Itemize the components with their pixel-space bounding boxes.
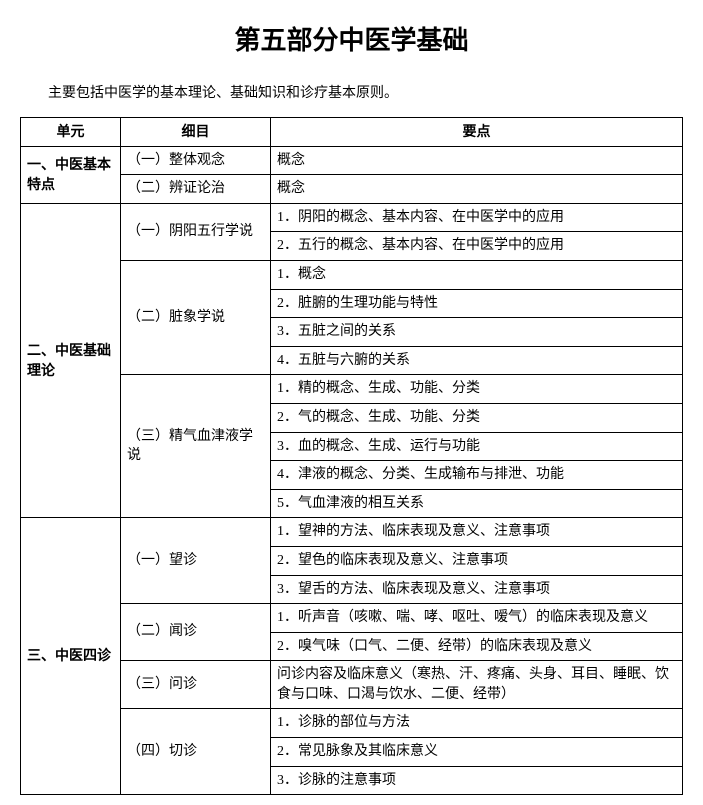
detail-cell: （二）脏象学说 xyxy=(121,260,271,374)
table-row: 二、中医基础理论 （一）阴阳五行学说 1．阴阳的概念、基本内容、在中医学中的应用 xyxy=(21,203,683,232)
intro-text: 主要包括中医学的基本理论、基础知识和诊疗基本原则。 xyxy=(20,82,683,102)
point-cell: 2．望色的临床表现及意义、注意事项 xyxy=(271,546,683,575)
point-cell: 1．听声音（咳嗽、喘、哮、呕吐、嗳气）的临床表现及意义 xyxy=(271,604,683,633)
unit-cell: 一、中医基本特点 xyxy=(21,146,121,203)
point-cell: 3．血的概念、生成、运行与功能 xyxy=(271,432,683,461)
point-cell: 1．精的概念、生成、功能、分类 xyxy=(271,375,683,404)
header-point: 要点 xyxy=(271,118,683,147)
header-unit: 单元 xyxy=(21,118,121,147)
point-cell: 3．望舌的方法、临床表现及意义、注意事项 xyxy=(271,575,683,604)
detail-cell: （一）望诊 xyxy=(121,518,271,604)
page-title: 第五部分中医学基础 xyxy=(20,20,683,57)
detail-cell: （一）整体观念 xyxy=(121,146,271,175)
point-cell: 1．望神的方法、临床表现及意义、注意事项 xyxy=(271,518,683,547)
point-cell: 3．诊脉的注意事项 xyxy=(271,766,683,795)
table-row: 三、中医四诊 （一）望诊 1．望神的方法、临床表现及意义、注意事项 xyxy=(21,518,683,547)
point-cell: 问诊内容及临床意义（寒热、汗、疼痛、头身、耳目、睡眠、饮食与口味、口渴与饮水、二… xyxy=(271,661,683,709)
point-cell: 2．脏腑的生理功能与特性 xyxy=(271,289,683,318)
detail-cell: （三）问诊 xyxy=(121,661,271,709)
point-cell: 2．常见脉象及其临床意义 xyxy=(271,738,683,767)
point-cell: 2．嗅气味（口气、二便、经带）的临床表现及意义 xyxy=(271,632,683,661)
unit-cell: 三、中医四诊 xyxy=(21,518,121,795)
table-row: （二）辨证论治 概念 xyxy=(21,175,683,204)
point-cell: 2．五行的概念、基本内容、在中医学中的应用 xyxy=(271,232,683,261)
table-row: （三）精气血津液学说 1．精的概念、生成、功能、分类 xyxy=(21,375,683,404)
detail-cell: （一）阴阳五行学说 xyxy=(121,203,271,260)
detail-cell: （二）辨证论治 xyxy=(121,175,271,204)
header-detail: 细目 xyxy=(121,118,271,147)
table-header-row: 单元 细目 要点 xyxy=(21,118,683,147)
syllabus-table: 单元 细目 要点 一、中医基本特点 （一）整体观念 概念 （二）辨证论治 概念 … xyxy=(20,117,683,795)
unit-cell: 二、中医基础理论 xyxy=(21,203,121,518)
point-cell: 5．气血津液的相互关系 xyxy=(271,489,683,518)
point-cell: 2．气的概念、生成、功能、分类 xyxy=(271,403,683,432)
point-cell: 概念 xyxy=(271,146,683,175)
table-row: 一、中医基本特点 （一）整体观念 概念 xyxy=(21,146,683,175)
point-cell: 3．五脏之间的关系 xyxy=(271,318,683,347)
point-cell: 1．概念 xyxy=(271,260,683,289)
detail-cell: （四）切诊 xyxy=(121,709,271,795)
table-row: （二）脏象学说 1．概念 xyxy=(21,260,683,289)
detail-cell: （二）闻诊 xyxy=(121,604,271,661)
point-cell: 概念 xyxy=(271,175,683,204)
detail-cell: （三）精气血津液学说 xyxy=(121,375,271,518)
point-cell: 4．津液的概念、分类、生成输布与排泄、功能 xyxy=(271,461,683,490)
point-cell: 1．诊脉的部位与方法 xyxy=(271,709,683,738)
table-row: （四）切诊 1．诊脉的部位与方法 xyxy=(21,709,683,738)
table-row: （三）问诊 问诊内容及临床意义（寒热、汗、疼痛、头身、耳目、睡眠、饮食与口味、口… xyxy=(21,661,683,709)
point-cell: 4．五脏与六腑的关系 xyxy=(271,346,683,375)
point-cell: 1．阴阳的概念、基本内容、在中医学中的应用 xyxy=(271,203,683,232)
table-row: （二）闻诊 1．听声音（咳嗽、喘、哮、呕吐、嗳气）的临床表现及意义 xyxy=(21,604,683,633)
